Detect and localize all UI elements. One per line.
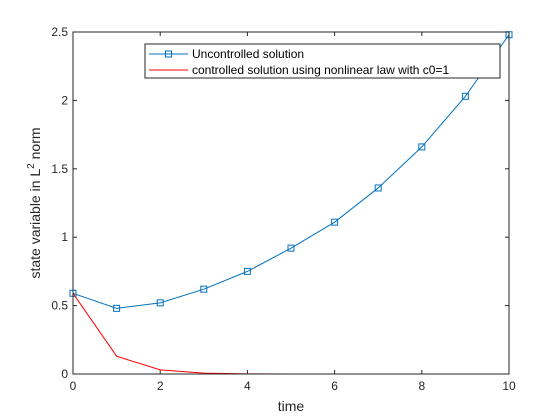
y-tick-label: 2.5 [51,25,68,39]
y-tick-label: 0.5 [51,299,68,313]
y-tick-label: 1.5 [51,162,68,176]
data-point-marker [156,299,164,307]
y-tick-label: 1 [61,230,68,244]
data-point-marker [200,285,208,293]
data-point-marker [287,244,295,252]
x-tick-label: 6 [331,379,338,393]
data-point-marker [243,267,251,275]
series-line-0 [72,34,510,309]
y-axis-label-main: state variable in L [27,169,43,279]
x-tick-label: 8 [418,379,425,393]
legend-box [144,43,501,79]
data-point-marker [331,218,339,226]
y-axis-label: state variable in L2 norm [26,127,43,278]
data-point-marker [461,92,469,100]
plot-frame [72,31,510,375]
plot-area [73,32,509,374]
x-axis-label: time [278,398,305,414]
x-tick-label: 2 [157,379,164,393]
legend-label-uncontrolled: Uncontrolled solution [192,47,304,61]
legend: Uncontrolled solution controlled solutio… [144,43,501,79]
data-point-marker [113,304,121,312]
y-axis-label-sup: 2 [26,163,37,169]
x-tick-label: 4 [244,379,251,393]
y-axis-label-tail: norm [27,127,43,163]
data-point-marker [374,184,382,192]
y-tick-label: 0 [61,367,68,381]
legend-marker-uncontrolled [165,50,172,58]
legend-label-controlled: controlled solution using nonlinear law … [192,63,449,77]
data-point-marker [418,143,426,151]
y-tick-label: 2 [61,93,68,107]
x-tick-label: 0 [70,379,77,393]
x-tick-label: 10 [502,379,516,393]
